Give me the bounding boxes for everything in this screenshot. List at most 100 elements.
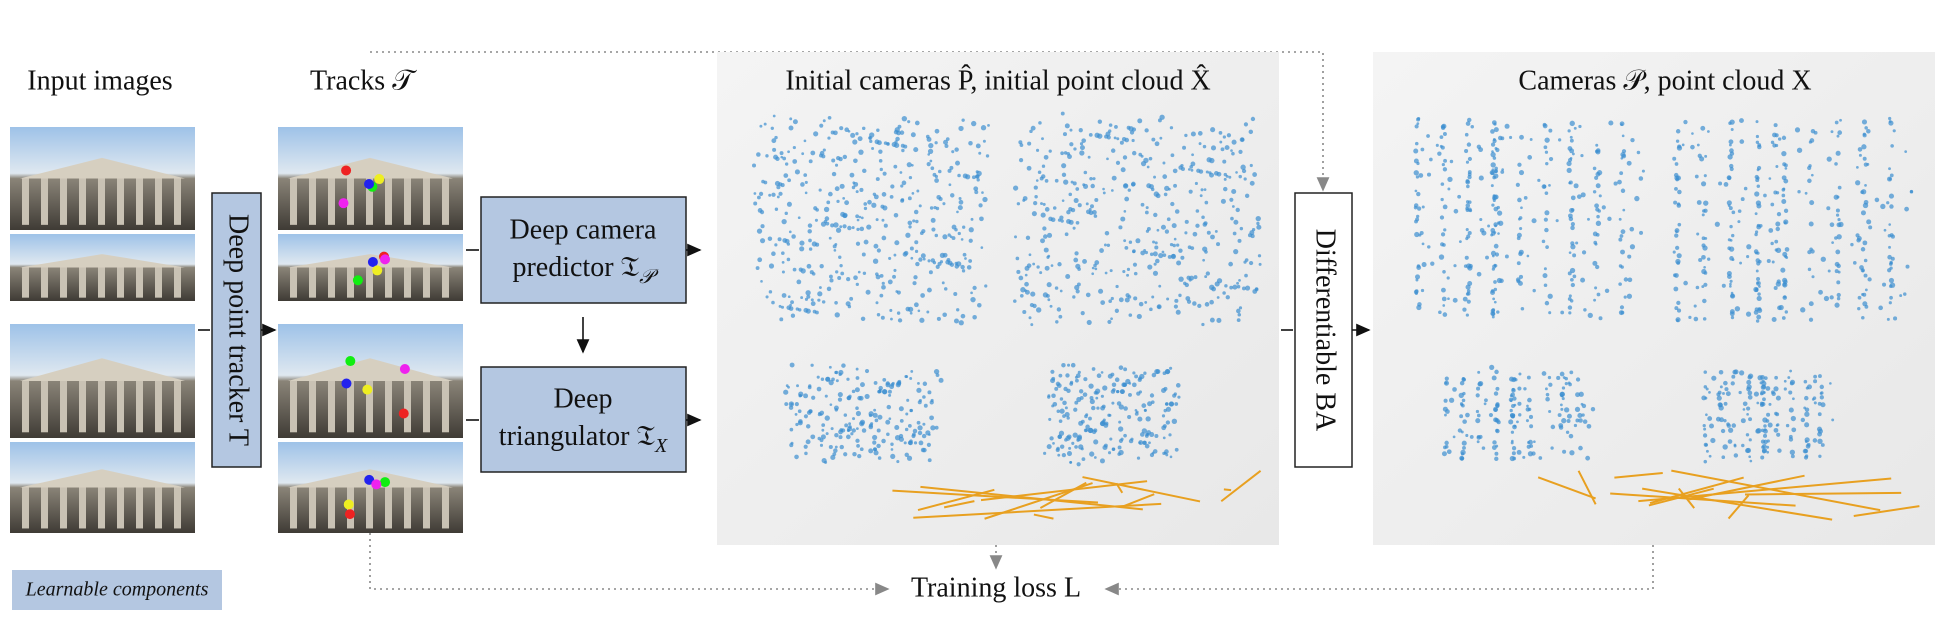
point — [1464, 148, 1469, 154]
point — [1775, 412, 1780, 417]
point — [1856, 165, 1859, 169]
point — [857, 136, 863, 142]
point — [1517, 217, 1521, 221]
point — [808, 238, 812, 243]
point — [1084, 414, 1088, 419]
point — [927, 259, 931, 263]
point — [1110, 372, 1115, 377]
point — [768, 263, 775, 269]
point — [1043, 451, 1047, 455]
point — [1573, 183, 1579, 189]
point — [819, 123, 824, 128]
point — [915, 219, 919, 224]
point — [1074, 251, 1079, 256]
point — [808, 247, 813, 251]
point — [1164, 229, 1170, 234]
point — [1532, 288, 1536, 293]
point — [833, 448, 838, 453]
point — [1460, 449, 1466, 456]
point — [1104, 134, 1109, 139]
point — [828, 379, 834, 386]
point — [1210, 145, 1217, 151]
point — [1459, 455, 1465, 461]
point — [909, 311, 913, 315]
column — [290, 487, 297, 529]
point — [1788, 407, 1794, 413]
point — [789, 117, 793, 121]
point — [799, 240, 805, 246]
point — [866, 224, 872, 230]
point — [1494, 369, 1499, 375]
point — [816, 375, 820, 379]
point — [982, 139, 986, 143]
point — [876, 313, 881, 317]
point — [1232, 284, 1238, 290]
point — [1201, 215, 1205, 220]
point — [1219, 140, 1223, 144]
point — [1705, 449, 1709, 453]
point — [1196, 168, 1201, 173]
point — [970, 296, 976, 303]
point — [1805, 386, 1809, 390]
point — [1442, 406, 1448, 412]
point — [1729, 163, 1734, 169]
point — [1164, 185, 1170, 192]
point — [929, 415, 934, 421]
point — [1099, 248, 1104, 253]
point — [1519, 134, 1524, 140]
point — [1776, 432, 1781, 437]
column — [60, 178, 67, 225]
point — [1152, 270, 1159, 276]
point — [1775, 221, 1781, 227]
point — [1705, 387, 1709, 391]
point — [1012, 185, 1019, 191]
point — [1531, 218, 1537, 224]
point — [1568, 311, 1572, 315]
point — [1114, 124, 1118, 129]
point — [1104, 230, 1110, 236]
point — [1791, 427, 1797, 433]
point — [1467, 200, 1472, 204]
point — [1613, 181, 1618, 186]
point — [1527, 407, 1532, 412]
point — [1132, 371, 1136, 375]
camera — [920, 485, 1143, 511]
point — [1717, 390, 1722, 395]
point — [1110, 389, 1116, 394]
point — [958, 125, 964, 132]
point — [1790, 454, 1795, 459]
point — [1102, 187, 1105, 191]
point — [1818, 374, 1822, 378]
point — [904, 452, 909, 458]
point — [1466, 299, 1471, 304]
point — [1190, 131, 1196, 137]
point — [1703, 385, 1708, 389]
point — [894, 425, 900, 430]
point — [854, 387, 860, 393]
point — [1698, 257, 1703, 263]
point — [1125, 378, 1131, 385]
point — [1789, 381, 1794, 386]
point — [1545, 387, 1548, 391]
point — [1495, 444, 1499, 448]
point — [907, 306, 914, 313]
point — [777, 237, 782, 242]
point — [1153, 212, 1158, 218]
point — [1165, 420, 1171, 425]
point — [1812, 438, 1818, 443]
point — [1057, 218, 1062, 222]
point — [794, 454, 799, 460]
point — [1128, 240, 1133, 244]
point — [1747, 390, 1753, 396]
point — [1127, 188, 1131, 192]
point — [951, 236, 956, 241]
point — [1048, 216, 1053, 222]
point — [1162, 174, 1168, 179]
point — [1781, 150, 1787, 157]
point — [918, 204, 922, 208]
point — [1566, 419, 1571, 423]
point — [1442, 132, 1447, 137]
point — [1027, 141, 1032, 146]
point — [1149, 393, 1155, 398]
point — [882, 205, 888, 211]
